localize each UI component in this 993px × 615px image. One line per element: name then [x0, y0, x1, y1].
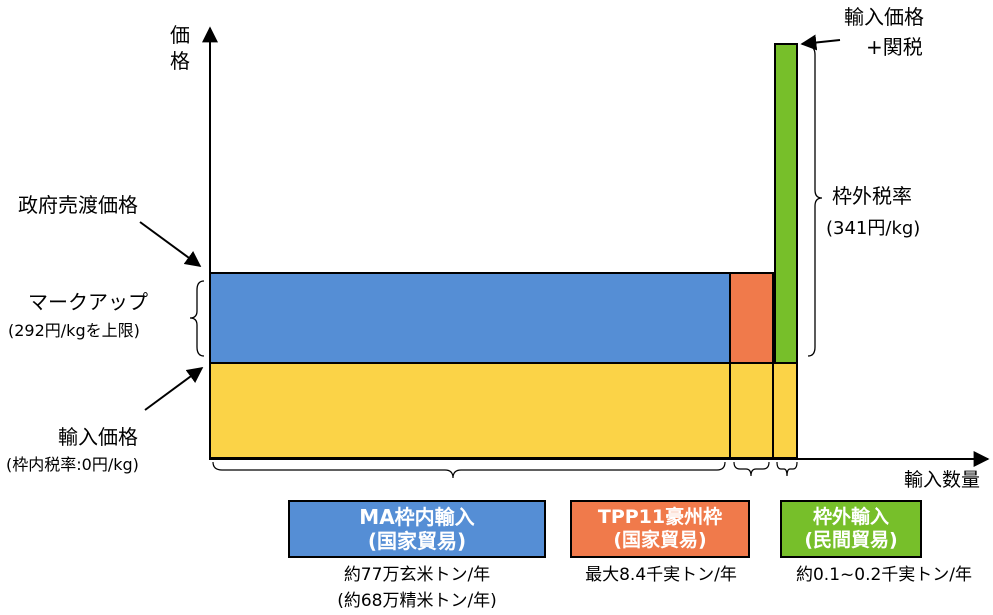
out-category-name: 枠外輸入	[812, 506, 889, 529]
y-axis-label-line1: 価	[170, 23, 190, 47]
ma-brace	[212, 461, 726, 479]
ma-volume-line1: 約77万玄米トン/年	[343, 565, 491, 585]
ma-category-trade: (国家貿易)	[367, 529, 467, 553]
import-price-title: 輸入価格	[58, 425, 138, 449]
tpp-brace	[733, 461, 770, 477]
markup-brace	[189, 280, 205, 357]
ma-volume-line2: (約68万精米トン/年)	[337, 591, 497, 611]
out-quota-rate-sub: (341円/kg)	[826, 218, 921, 239]
top-right-label-line2: +関税	[866, 35, 923, 59]
gov-sale-price-label: 政府売渡価格	[18, 193, 138, 217]
out-volume: 約0.1~0.2千実トン/年	[795, 565, 973, 585]
out-brace	[776, 461, 798, 477]
markup-block-tpp	[729, 272, 774, 364]
out-category-trade: (民間貿易)	[804, 529, 898, 551]
markup-block-ma	[209, 272, 731, 364]
tpp-category-box: TPP11豪州枠 (国家貿易)	[570, 500, 750, 558]
import-price-arrow	[144, 367, 204, 411]
top-right-label-line1: 輸入価格	[844, 5, 924, 29]
import-price-block-out	[772, 362, 798, 459]
import-price-block-ma	[209, 362, 731, 459]
top-right-arrow	[800, 34, 841, 51]
ma-category-name: MA枠内輸入	[359, 505, 475, 529]
import-price-block-tpp	[729, 362, 774, 459]
out-quota-tariff-bar	[774, 43, 798, 364]
gov-price-arrow	[139, 221, 202, 267]
out-quota-rate-title: 枠外税率	[832, 184, 912, 208]
x-axis-label: 輸入数量	[904, 469, 981, 491]
out-category-box: 枠外輸入 (民間貿易)	[780, 500, 922, 558]
tpp-category-name: TPP11豪州枠	[597, 506, 723, 529]
y-axis-label-line2: 格	[170, 49, 190, 73]
tpp-volume: 最大8.4千実トン/年	[585, 565, 737, 585]
ma-category-box: MA枠内輸入 (国家貿易)	[288, 500, 546, 558]
markup-sub: (292円/kgを上限)	[8, 321, 140, 340]
import-price-sub: (枠内税率:0円/kg)	[6, 455, 139, 474]
out-quota-brace	[807, 45, 823, 357]
markup-title: マークアップ	[28, 290, 148, 314]
tpp-category-trade: (国家貿易)	[613, 529, 707, 551]
